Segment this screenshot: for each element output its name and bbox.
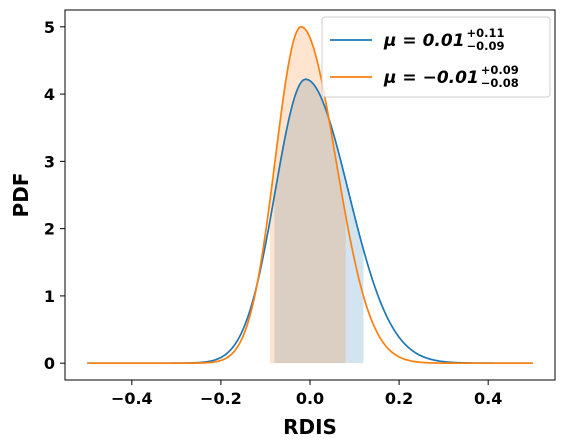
y-tick-label: 2 [44,220,55,239]
legend: μ = 0.01 +0.11−0.09 μ = −0.01 +0.09−0.08 [321,16,551,98]
y-axis-ticks: 0 1 2 3 4 5 [44,18,65,373]
legend-lower-error-1: −0.09 [467,39,505,53]
x-tick-label: 0.0 [296,389,324,408]
credible-interval-shade-1 [274,79,364,364]
y-tick-label: 0 [44,354,55,373]
y-tick-label: 5 [44,18,55,37]
x-axis-label: RDIS [283,415,337,439]
x-axis-ticks: −0.4 −0.2 0.0 0.2 0.4 [111,380,502,408]
y-tick-label: 4 [44,85,55,104]
legend-upper-error-1: +0.11 [467,26,505,40]
legend-box [321,16,551,98]
x-tick-label: 0.4 [474,389,502,408]
pdf-curves [87,25,533,365]
legend-lower-error-2: −0.08 [481,76,519,90]
pdf-curve-2 [87,25,533,365]
legend-label-2: μ = −0.01 [383,68,479,88]
x-tick-label: −0.2 [200,389,242,408]
y-tick-label: 3 [44,152,55,171]
y-axis-label: PDF [9,173,33,218]
legend-upper-error-2: +0.09 [481,63,519,77]
x-tick-label: −0.4 [111,389,153,408]
y-tick-label: 1 [44,287,55,306]
legend-label-1: μ = 0.01 [383,31,465,51]
x-tick-label: 0.2 [385,389,413,408]
